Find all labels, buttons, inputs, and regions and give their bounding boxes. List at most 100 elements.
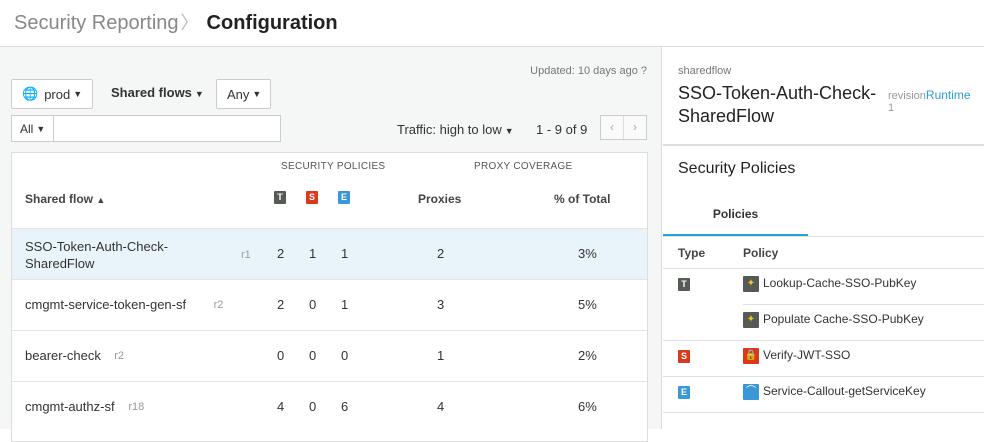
cache-icon: ✦ xyxy=(743,276,759,292)
breadcrumb: Security Reporting 〉 Configuration xyxy=(14,9,338,35)
pct-total: 6% xyxy=(578,399,597,414)
policy-cell: ✦ Populate Cache-SSO-PubKey xyxy=(743,312,924,328)
revision: r18 xyxy=(128,401,145,413)
flow-name[interactable]: bearer-check xyxy=(25,348,101,363)
badge-e: E xyxy=(338,191,350,204)
env-label: prod xyxy=(44,86,71,102)
flow-name[interactable]: cmgmt-service-token-gen-sf xyxy=(25,297,187,312)
col-s: S xyxy=(306,189,318,204)
policy-name[interactable]: Verify-JWT-SSO xyxy=(763,348,851,363)
proxies-count: 3 xyxy=(437,297,445,312)
page-header: Security Reporting 〉 Configuration xyxy=(0,0,984,47)
table-row[interactable]: cmgmt-service-token-gen-sf r2 2 0 1 3 5% xyxy=(12,279,647,330)
detail-title: SSO-Token-Auth-Check-SharedFlow xyxy=(678,83,877,126)
caret-down-icon: ▼ xyxy=(194,89,204,99)
policy-row[interactable]: T ✦ Lookup-Cache-SSO-PubKey xyxy=(663,268,984,304)
caret-down-icon: ▼ xyxy=(36,123,46,134)
t-count: 2 xyxy=(277,297,285,312)
badge-t: T xyxy=(678,278,690,291)
policy-name[interactable]: Lookup-Cache-SSO-PubKey xyxy=(763,276,917,291)
t-count: 2 xyxy=(277,246,285,261)
sort-dropdown[interactable]: Traffic: high to low ▼ xyxy=(397,122,514,137)
col-pct-total: % of Total xyxy=(554,192,611,206)
scope-label: All xyxy=(20,121,34,136)
caret-down-icon: ▼ xyxy=(73,89,83,99)
detail-kind: sharedflow xyxy=(678,65,732,77)
proxies-count: 1 xyxy=(437,348,445,363)
pct-total: 5% xyxy=(578,297,597,312)
section-title: Security Policies xyxy=(678,160,796,177)
t-count: 0 xyxy=(277,348,285,363)
e-count: 1 xyxy=(341,297,349,312)
tab-policies[interactable]: Policies xyxy=(663,196,808,236)
cache-icon: ✦ xyxy=(743,312,759,328)
e-count: 1 xyxy=(341,246,349,261)
col-label: Shared flow xyxy=(25,192,94,206)
prev-page-button[interactable]: ‹ xyxy=(610,120,614,134)
policy-name[interactable]: Service-Callout-getServiceKey xyxy=(763,384,926,399)
proxies-count: 4 xyxy=(437,399,445,414)
revision-number: 1 xyxy=(888,102,895,114)
type-dropdown[interactable]: Shared flows ▼ xyxy=(111,85,204,100)
e-count: 0 xyxy=(341,348,349,363)
callout-icon: ⌒ xyxy=(743,384,759,400)
revision-info: revisionRuntime 1 xyxy=(888,88,971,114)
s-count: 0 xyxy=(309,399,317,414)
lock-icon: 🔒 xyxy=(743,348,759,364)
t-count: 4 xyxy=(277,399,285,414)
policy-name[interactable]: Populate Cache-SSO-PubKey xyxy=(763,312,924,327)
revision: r1 xyxy=(241,249,251,261)
caret-down-icon: ▼ xyxy=(504,126,514,136)
runtime-link[interactable]: Runtime xyxy=(925,88,971,102)
type-label: Shared flows xyxy=(111,85,192,100)
table-row[interactable]: SSO-Token-Auth-Check-SharedFlow r1 2 1 1… xyxy=(12,228,647,279)
pct-total: 3% xyxy=(578,246,597,261)
updated-text: Updated: 10 days ago xyxy=(530,65,638,77)
badge-s: S xyxy=(306,191,318,204)
flow-name[interactable]: cmgmt-authz-sf xyxy=(25,399,115,414)
col-shared-flow[interactable]: Shared flow ▲ xyxy=(25,192,105,206)
table-row[interactable]: bearer-check r2 0 0 0 1 2% xyxy=(12,330,647,381)
sort-asc-icon: ▲ xyxy=(96,195,106,205)
policy-row[interactable]: E ⌒ Service-Callout-getServiceKey xyxy=(663,376,984,412)
group-proxy-coverage: PROXY COVERAGE xyxy=(474,161,573,172)
search-scope-dropdown[interactable]: All ▼ xyxy=(12,116,54,141)
next-page-button[interactable]: › xyxy=(623,116,646,139)
breadcrumb-link[interactable]: Security Reporting xyxy=(14,12,179,34)
detail-panel: sharedflow SSO-Token-Auth-Check-SharedFl… xyxy=(663,47,984,429)
e-count: 6 xyxy=(341,399,349,414)
flow-name[interactable]: SSO-Token-Auth-Check-SharedFlow xyxy=(25,239,169,271)
table-row[interactable]: cmgmt-authz-sf r18 4 0 6 4 6% xyxy=(12,381,647,432)
security-policies-section: Security Policies Policies Type Policy T… xyxy=(663,144,984,413)
chevron-right-icon: 〉 xyxy=(180,13,199,33)
caret-down-icon: ▼ xyxy=(252,89,262,99)
col-e: E xyxy=(338,189,350,204)
badge-s: S xyxy=(678,350,690,363)
search-input[interactable] xyxy=(54,116,280,141)
page-title: Configuration xyxy=(206,12,338,34)
divider xyxy=(663,412,984,413)
list-panel: Updated: 10 days ago ? 🌐 prod ▼ Shared flo… xyxy=(0,47,662,442)
pager: ‹ › xyxy=(600,115,647,140)
environment-dropdown[interactable]: 🌐 prod ▼ xyxy=(11,79,93,109)
s-count: 1 xyxy=(309,246,317,261)
policy-row[interactable]: ✦ Populate Cache-SSO-PubKey xyxy=(743,304,984,340)
policy-row[interactable]: S 🔒 Verify-JWT-SSO xyxy=(663,340,984,376)
filter-dropdown[interactable]: Any ▼ xyxy=(216,79,271,109)
col-proxies: Proxies xyxy=(418,192,462,206)
globe-icon: 🌐 xyxy=(22,86,39,101)
revision: r2 xyxy=(114,350,124,362)
updated-status: Updated: 10 days ago ? xyxy=(530,65,647,77)
help-icon[interactable]: ? xyxy=(640,65,647,77)
page-info: 1 - 9 of 9 xyxy=(536,122,588,137)
s-count: 0 xyxy=(309,297,317,312)
search-box: All ▼ xyxy=(11,115,281,142)
col-type: Type xyxy=(678,246,706,260)
col-policy: Policy xyxy=(743,246,779,260)
policy-cell: ✦ Lookup-Cache-SSO-PubKey xyxy=(743,276,916,292)
policy-cell: 🔒 Verify-JWT-SSO xyxy=(743,348,850,364)
badge-t: T xyxy=(274,191,286,204)
revision: r2 xyxy=(213,299,224,311)
proxies-count: 2 xyxy=(437,246,445,261)
col-t: T xyxy=(274,189,286,204)
